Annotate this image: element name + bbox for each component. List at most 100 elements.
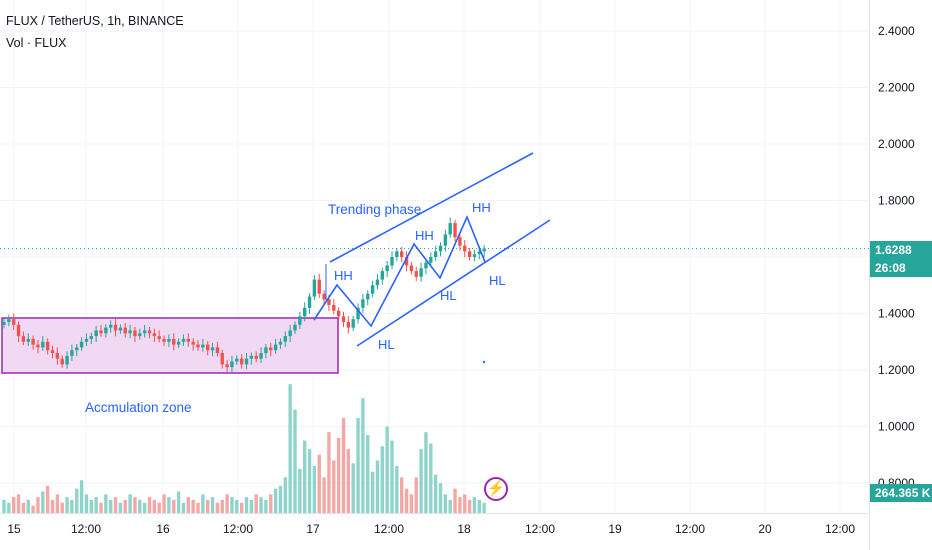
candle-body bbox=[128, 330, 132, 334]
candle-body bbox=[356, 307, 360, 320]
candle-body bbox=[351, 319, 355, 328]
volume-bar bbox=[390, 440, 394, 513]
volume-bar bbox=[472, 497, 477, 513]
candle-body bbox=[414, 271, 418, 277]
time-axis[interactable]: 15 12:00 16 12:00 17 12:00 18 12:00 19 12:00 20 12:… bbox=[7, 522, 855, 536]
candle-body bbox=[482, 248, 486, 252]
candle-body bbox=[133, 330, 137, 337]
volume-bar bbox=[463, 494, 467, 513]
small-dot-marker bbox=[482, 360, 486, 364]
volume-bar bbox=[448, 499, 452, 513]
candle-body bbox=[181, 338, 186, 342]
accumulation-zone-label: Accmulation zone bbox=[85, 400, 192, 415]
candle-body bbox=[65, 355, 69, 365]
volume-bar bbox=[65, 497, 69, 513]
volume-bar bbox=[269, 494, 273, 513]
candle-body bbox=[157, 336, 161, 339]
volume-bar bbox=[404, 488, 409, 513]
candle-body bbox=[176, 341, 181, 345]
candle-body bbox=[429, 257, 433, 263]
volume-bar bbox=[409, 494, 414, 513]
candle-body bbox=[453, 223, 457, 238]
candle-body bbox=[463, 245, 467, 252]
candle-body bbox=[225, 364, 229, 368]
time-tick-label: 18 bbox=[457, 522, 471, 536]
volume-bar bbox=[400, 477, 404, 513]
volume-bar bbox=[293, 409, 297, 513]
volume-bar bbox=[438, 483, 443, 513]
volume-bar bbox=[332, 460, 336, 513]
volume-legend[interactable]: Vol · FLUX bbox=[6, 36, 67, 50]
price-tick-label: 2.4000 bbox=[878, 24, 915, 38]
volume-bar bbox=[36, 497, 40, 513]
volume-bar bbox=[356, 418, 360, 513]
candle-body bbox=[152, 333, 157, 337]
accumulation-zone-box[interactable] bbox=[1, 317, 339, 374]
candle-body bbox=[36, 344, 40, 348]
volume-bar bbox=[273, 488, 278, 513]
volume-bar bbox=[133, 497, 137, 513]
candle-body bbox=[380, 271, 384, 280]
price-tick-label: 1.4000 bbox=[878, 307, 915, 321]
volume-bar bbox=[429, 443, 433, 513]
volume-bar bbox=[201, 494, 205, 513]
hl-label-1: HL bbox=[378, 337, 395, 352]
lightning-icon[interactable]: ⚡ bbox=[484, 477, 508, 501]
candle-body bbox=[239, 358, 244, 365]
candle-body bbox=[438, 245, 443, 252]
candle-body bbox=[385, 265, 389, 272]
candle-body bbox=[448, 223, 452, 235]
candle-body bbox=[341, 316, 346, 322]
candle-body bbox=[94, 330, 98, 337]
volume-bar bbox=[249, 499, 254, 513]
time-tick-label: 20 bbox=[758, 522, 772, 536]
volume-bar bbox=[147, 497, 152, 513]
candle-body bbox=[167, 338, 171, 342]
candle-body bbox=[45, 341, 50, 351]
symbol-legend[interactable]: FLUX / TetherUS, 1h, BINANCE bbox=[6, 14, 184, 28]
candle-body bbox=[404, 257, 409, 266]
volume-bar bbox=[443, 494, 448, 513]
candle-body bbox=[327, 299, 331, 306]
volume-bar bbox=[278, 485, 283, 513]
hh-label-1: HH bbox=[334, 268, 353, 283]
candle-body bbox=[254, 355, 258, 359]
time-tick-label: 12:00 bbox=[675, 522, 705, 536]
candle-body bbox=[390, 257, 394, 266]
candle-body bbox=[472, 254, 477, 257]
volume-bar bbox=[220, 499, 224, 513]
bar-countdown: 26:08 bbox=[870, 259, 932, 277]
candle-body bbox=[104, 327, 108, 334]
volume-bar bbox=[414, 477, 418, 513]
time-tick-label: 17 bbox=[306, 522, 320, 536]
candle-body bbox=[50, 350, 55, 354]
volume-bar bbox=[162, 494, 166, 513]
volume-bar bbox=[191, 499, 195, 513]
volume-bar bbox=[26, 499, 30, 513]
volume-bar bbox=[99, 502, 103, 513]
candle-body bbox=[138, 333, 142, 337]
candle-body bbox=[201, 344, 205, 348]
candle-body bbox=[75, 347, 79, 351]
volume-bar bbox=[239, 502, 244, 513]
volume-bar bbox=[346, 449, 351, 513]
volume-bar bbox=[41, 491, 45, 513]
candle-body bbox=[395, 251, 399, 257]
trending-phase-label: Trending phase bbox=[328, 202, 421, 217]
volume-bar bbox=[167, 497, 171, 513]
volume-bar bbox=[341, 418, 346, 513]
candle-body bbox=[249, 355, 254, 359]
volume-bar bbox=[385, 426, 389, 513]
volume-bar bbox=[225, 494, 229, 513]
volume-bar bbox=[75, 488, 79, 513]
candle-body bbox=[113, 324, 118, 331]
candle-body bbox=[366, 293, 370, 300]
time-tick-label: 16 bbox=[156, 522, 170, 536]
lower-channel-line bbox=[356, 219, 551, 347]
volume-bar bbox=[215, 502, 220, 513]
volume-bar bbox=[70, 499, 74, 513]
trend-drawings[interactable] bbox=[313, 152, 551, 364]
volume-bar bbox=[351, 463, 355, 513]
volume-bar bbox=[172, 499, 176, 513]
